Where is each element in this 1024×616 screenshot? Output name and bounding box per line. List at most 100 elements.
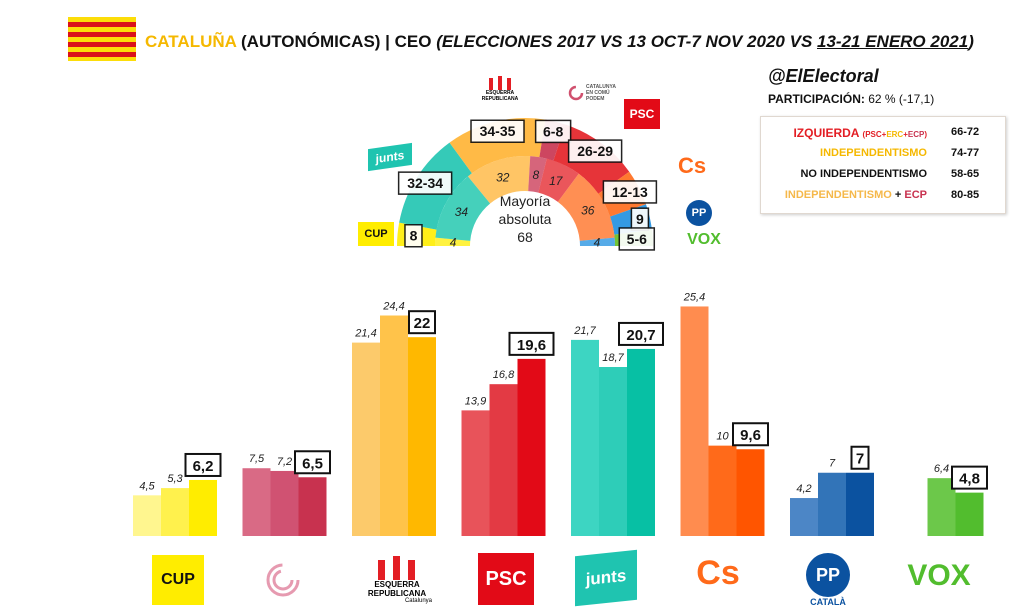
legend-note-izquierda: (PSC+ERC+ECP) [862, 130, 927, 139]
label-erc-2: 22 [414, 315, 431, 332]
label-ecp-2: 6,5 [302, 455, 323, 472]
legend-row-no-independentismo: NO INDEPENDENTISMO 58-65 [761, 168, 1005, 186]
label-jxcat-0: 21,7 [573, 325, 596, 337]
bar-labels: 4,5 5,3 6,2 7,5 7,2 6,5 21,4 24,4 22 13,9 16,8 19,6… [139, 291, 988, 495]
ecp-logo [258, 555, 308, 605]
label-box-jxcat [618, 321, 664, 346]
title-close: ) [968, 32, 974, 51]
label-psc-2: 19,6 [517, 337, 546, 354]
label-pp-0: 4,2 [796, 483, 811, 495]
ecp-small-line1: CATALUNYA [586, 84, 616, 90]
legend-row-izquierda: IZQUIERDA (PSC+ERC+ECP) 66-72 [761, 126, 1005, 144]
label-vox-1: 6,4 [934, 463, 949, 475]
ecp-swirl-large-icon [266, 563, 300, 597]
twitter-handle: @ElElectoral [768, 66, 879, 86]
bloc-legend: IZQUIERDA (PSC+ERC+ECP) 66-72 INDEPENDEN… [760, 116, 1006, 214]
label-vox-2: 4,8 [959, 471, 980, 488]
outer-range-cup: 8 [410, 228, 418, 244]
seat-arc-inner-cup [435, 237, 471, 246]
bar-psc-0 [461, 410, 490, 536]
label-erc-0: 21,4 [354, 328, 376, 340]
majority-label: Mayoría [500, 193, 551, 209]
legend-label-no-independentismo: NO INDEPENDENTISMO [800, 168, 927, 180]
psc-logo-small: PSC [624, 99, 660, 129]
outer-range-pp: 9 [636, 211, 644, 227]
seat-arc-inner-cs [557, 173, 615, 241]
participation-value: 62 % (-17,1) [868, 92, 935, 106]
seat-arc-inner-ecp [528, 156, 547, 193]
label-erc-1: 24,4 [382, 300, 404, 312]
page-title: CATALUÑA (AUTONÓMICAS) | CEO (ELECCIONES… [145, 32, 974, 52]
outer-box-psc [567, 139, 623, 163]
label-cup-2: 6,2 [193, 458, 214, 475]
bar-jxcat-2 [627, 348, 655, 536]
ecp-swirl-icon [568, 85, 584, 101]
bar-jxcat-0 [571, 339, 599, 536]
label-ecp-1: 7,2 [277, 456, 292, 468]
label-box-cup [184, 452, 222, 477]
majority-value: 68 [517, 229, 533, 245]
ecp-small-line3: PODEM [586, 96, 605, 102]
label-cs-1: 10 [716, 431, 729, 443]
pp-logo-small: PP [686, 200, 712, 226]
bar-ecp-0 [242, 468, 271, 536]
outer-box-ecp [534, 119, 572, 144]
participation: PARTICIPACIÓN: 62 % (-17,1) [768, 92, 934, 106]
inner-seats-ecp: 8 [533, 168, 540, 182]
hemicycle-inner-ring [435, 156, 615, 246]
bar-vox-2 [955, 492, 984, 536]
bar-erc-1 [380, 315, 408, 536]
label-pp-2: 7 [856, 451, 864, 468]
vox-logo: VOX [907, 559, 971, 592]
outer-box-cup [404, 223, 423, 248]
label-jxcat-1: 18,7 [602, 352, 624, 364]
title-latest-dates: 13-21 ENERO 2021 [817, 32, 969, 51]
label-cs-0: 25,4 [683, 291, 705, 303]
inner-seats-pp: 4 [594, 236, 601, 250]
hemicycle-labels: 4 34 32 8 17 36 4 8 32-34 34-35 6-8 26-29 12-13 9 5-6 [397, 119, 658, 251]
bar-cup-1 [161, 488, 189, 536]
inner-seats-erc: 32 [496, 171, 510, 185]
bar-cs-2 [736, 449, 765, 536]
erc-emblem-large-icon [378, 555, 415, 580]
label-box-erc [408, 310, 436, 335]
ecp-small-line2: EN COMÚ [586, 90, 610, 96]
erc-small-line2: REPUBLICANA [481, 96, 519, 102]
psc-logo: PSC [478, 553, 534, 605]
outer-box-erc [470, 119, 525, 143]
erc-logo-small: ESQUERRA REPUBLICANA [470, 72, 530, 106]
label-box-cs [732, 422, 769, 447]
cup-logo: CUP [152, 555, 204, 605]
bar-cup-2 [189, 479, 217, 536]
label-psc-1: 16,8 [493, 369, 515, 381]
bar-erc-2 [408, 337, 436, 536]
label-jxcat-2: 20,7 [626, 327, 655, 344]
bar-ecp-1 [270, 470, 299, 536]
legend-label-izquierda: IZQUIERDA [793, 126, 860, 140]
pp-logo-sub: CATALÀ [810, 597, 846, 607]
label-psc-0: 13,9 [465, 395, 486, 407]
title-detail: (ELECCIONES 2017 VS 13 OCT-7 NOV 2020 VS [436, 32, 817, 51]
erc-line2: REPUBLICANA [367, 588, 427, 598]
participation-label: PARTICIPACIÓN: [768, 92, 865, 106]
seat-arc-inner-jxcat [435, 176, 491, 241]
cs-logo-small: Cs [677, 153, 707, 178]
outer-range-jxcat: 32-34 [407, 175, 443, 191]
vote-share-chart: 4,5 5,3 6,2 7,5 7,2 6,5 21,4 24,4 22 13,9 16,8 19,6… [133, 291, 988, 536]
legend-value-no-independentismo: 58-65 [951, 168, 980, 180]
erc-line3: Catalunya [404, 597, 432, 604]
label-box-psc [508, 331, 555, 356]
inner-seats-jxcat: 34 [455, 205, 469, 219]
label-box-vox [951, 465, 988, 490]
bar-jxcat-1 [599, 367, 627, 536]
legend-value-izquierda: 66-72 [951, 126, 980, 138]
label-box-pp [850, 445, 870, 470]
title-subtitle: (AUTONÓMICAS) | CEO [236, 32, 437, 51]
majority-label-2: absoluta [499, 211, 552, 227]
label-cs-2: 9,6 [740, 427, 761, 444]
catalonia-flag [68, 17, 136, 61]
bar-marks [133, 306, 984, 536]
outer-range-ecp: 6-8 [543, 123, 563, 139]
ecp-logo-small: CATALUNYA EN COMÚ PODEM [560, 80, 624, 106]
